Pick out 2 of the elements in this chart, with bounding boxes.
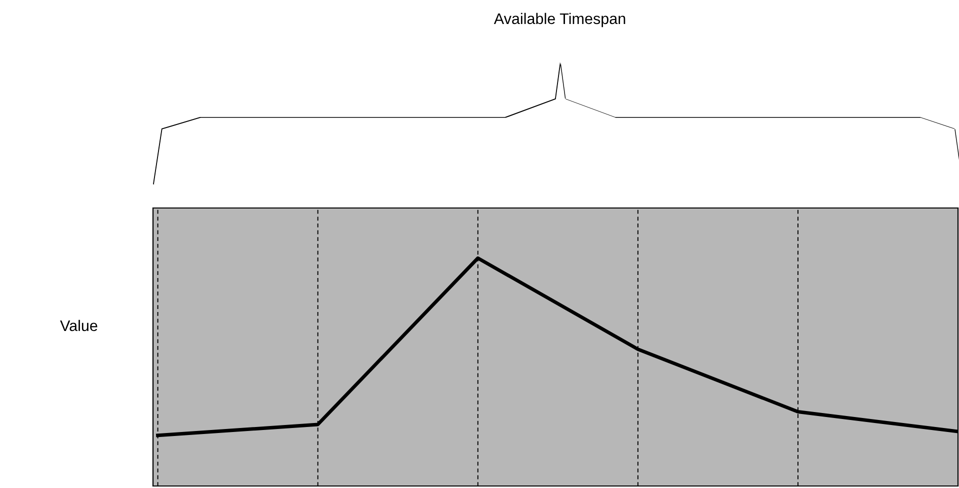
text: Available Timespan	[494, 12, 626, 28]
y-axis-title: Value	[60, 320, 98, 332]
